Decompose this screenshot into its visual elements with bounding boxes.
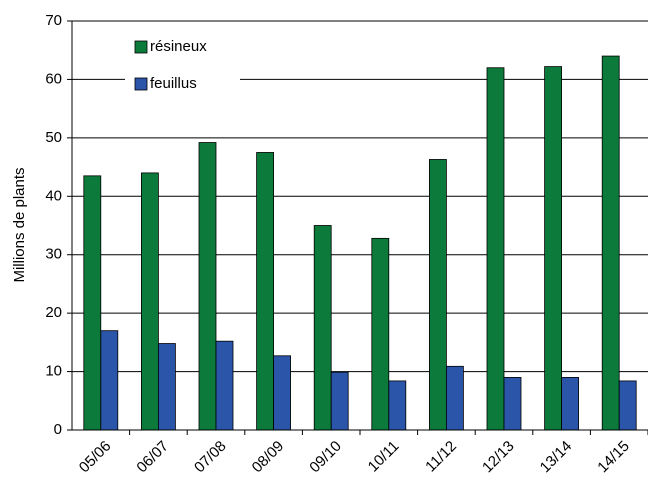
bar [544,66,562,431]
x-tick-label: 12/13 [479,438,518,477]
bar [428,159,447,431]
bar [388,380,407,431]
y-tick-label: 50 [45,129,62,146]
legend-swatch [134,77,148,91]
x-tick-label: 08/09 [249,438,288,477]
legend-label: résineux [150,38,207,55]
x-tick-label: 07/08 [191,438,230,477]
bar [140,172,159,431]
y-tick-label: 20 [45,304,62,321]
bar [601,55,620,431]
y-tick-label: 30 [45,246,62,263]
bar [157,343,176,431]
bar [486,67,505,431]
bar [256,152,275,431]
bar [330,371,349,431]
x-tick-label: 13/14 [537,438,576,477]
x-tick-label: 09/10 [306,438,345,477]
bar [83,175,102,431]
bar [561,377,579,431]
y-tick-label: 10 [45,363,62,380]
x-tick-label: 14/15 [594,438,633,477]
legend-swatch [134,40,148,54]
y-tick-label: 60 [45,70,62,87]
bar [445,365,464,431]
bar [100,330,119,431]
bar [273,355,292,431]
x-tick-label: 11/12 [422,438,460,476]
y-axis-title: Millions de plants [11,167,28,282]
bar [371,237,390,431]
x-tick-label: 06/07 [133,438,172,477]
x-tick-label: 05/06 [76,438,115,477]
y-tick-label: 40 [45,187,62,204]
bar [215,340,234,431]
legend-label: feuillus [150,75,197,92]
y-tick-label: 0 [54,421,62,438]
bar [618,380,637,431]
y-tick-label: 70 [45,12,62,29]
bar [503,377,522,431]
bar [313,225,332,431]
bar [198,142,217,431]
x-tick-label: 10/11 [365,438,403,476]
